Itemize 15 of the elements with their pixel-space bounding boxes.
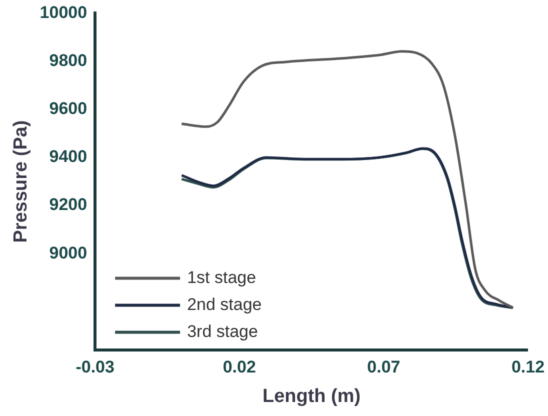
y-axis-title: Pressure (Pa): [10, 120, 32, 243]
y-tick-label: 9000: [49, 243, 88, 262]
y-tick-label: 10000: [40, 2, 88, 22]
y-tick-label: 9200: [49, 195, 88, 214]
x-tick-label: 0.07: [367, 358, 400, 377]
x-axis-title: Length (m): [262, 386, 361, 407]
x-tick-label: -0.03: [76, 358, 114, 377]
y-tick-label: 9400: [49, 147, 88, 166]
legend-label: 3rd stage: [187, 322, 258, 341]
x-tick-label: 0.12: [511, 358, 545, 377]
legend-label: 1st stage: [187, 268, 256, 287]
y-tick-label: 9600: [49, 99, 88, 118]
legend-label: 2nd stage: [187, 294, 262, 314]
y-tick-label: 9800: [49, 50, 88, 70]
x-tick-label: 0.02: [222, 358, 256, 377]
